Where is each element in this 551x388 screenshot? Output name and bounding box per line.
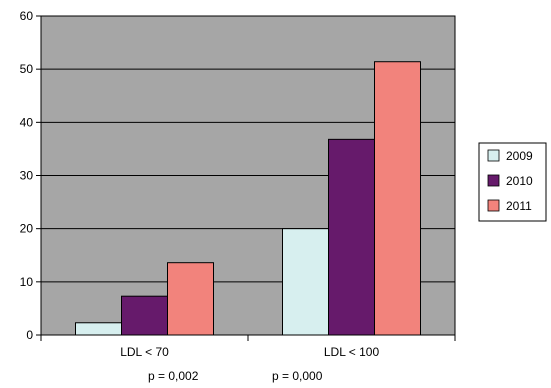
x-tick-label: LDL < 100	[324, 345, 380, 359]
legend-swatch-2009	[487, 149, 500, 162]
y-tick-label: 10	[20, 275, 34, 289]
bar-2010-ldl-70	[121, 295, 168, 336]
p-value-ldl-70: p = 0,002	[148, 369, 199, 383]
bar-2010-ldl-100	[328, 138, 375, 336]
bar-2011-ldl-100	[374, 61, 421, 336]
p-value-ldl-100: p = 0,000	[272, 369, 323, 383]
legend: 2009 2010 2011	[478, 142, 547, 222]
legend-label-2011: 2011	[506, 199, 532, 213]
legend-label-2009: 2009	[506, 149, 533, 163]
y-tick-label: 40	[20, 115, 34, 129]
y-tick-label: 30	[20, 169, 34, 183]
y-tick-label: 50	[20, 62, 34, 76]
legend-label-2010: 2010	[506, 174, 533, 188]
y-tick-label: 60	[20, 9, 34, 23]
bar-2011-ldl-70	[167, 262, 214, 336]
bar-2009-ldl-100	[282, 228, 329, 336]
legend-swatch-2011	[487, 199, 500, 212]
legend-swatch-2010	[487, 174, 500, 187]
y-tick-label: 0	[26, 328, 33, 342]
y-tick-label: 20	[20, 222, 34, 236]
x-tick-label: LDL < 70	[120, 345, 169, 359]
bar-2009-ldl-70	[75, 322, 122, 336]
